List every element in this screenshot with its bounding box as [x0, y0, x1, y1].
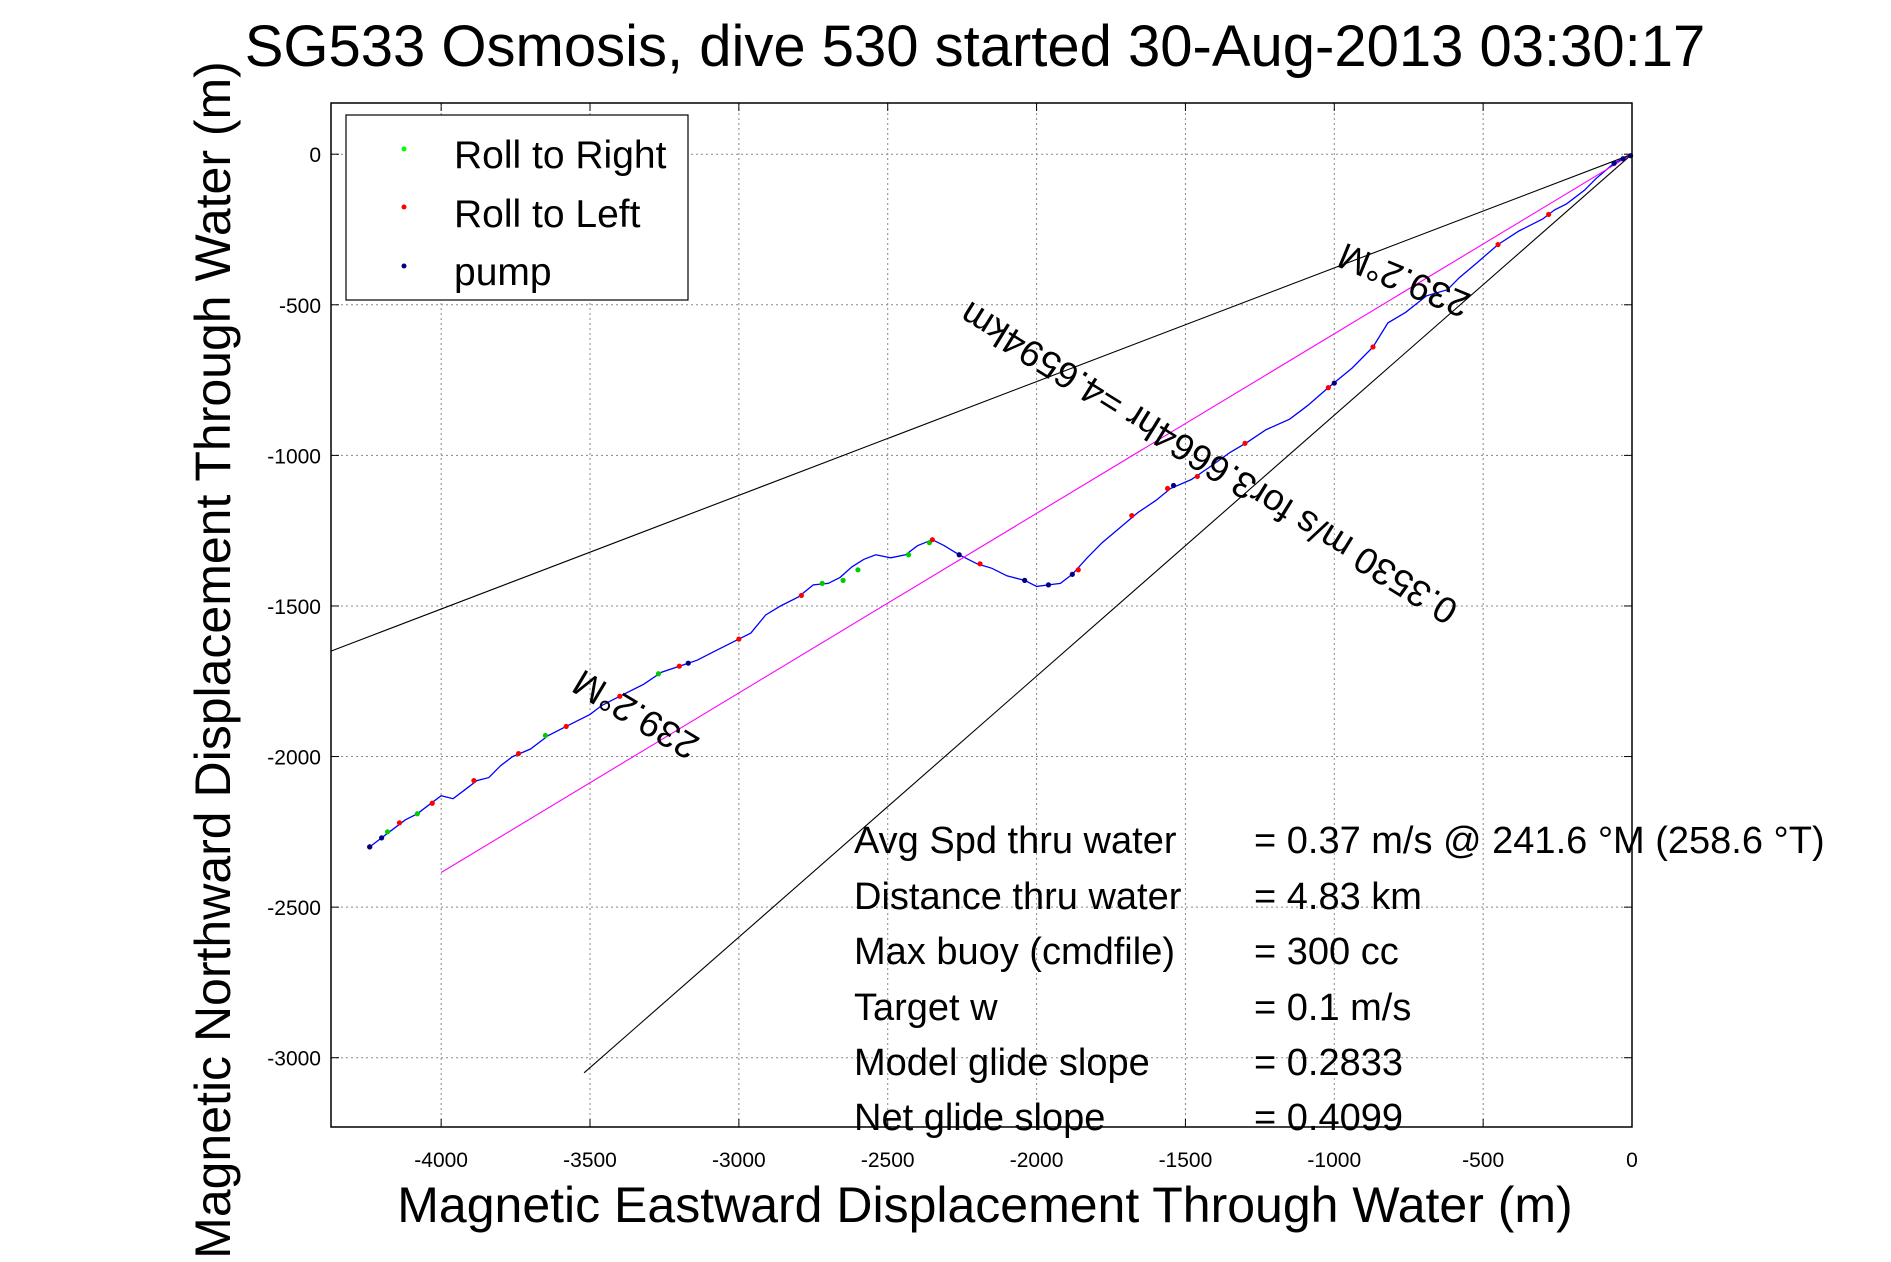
marker-roll-left — [977, 561, 983, 567]
marker-roll-left — [736, 636, 742, 642]
legend-marker-pump — [401, 263, 407, 269]
marker-roll-left — [1546, 211, 1552, 218]
x-tick-label: -1500 — [1159, 1149, 1213, 1172]
plot-frame — [330, 102, 1633, 1128]
series — [330, 153, 1633, 1074]
y-tick-label: -1500 — [267, 596, 321, 619]
series-line-guide-1 — [440, 153, 1633, 873]
marker-pump — [685, 660, 691, 666]
stat-label: Model glide slope — [854, 1042, 1150, 1084]
x-tick-label: -3000 — [712, 1149, 766, 1172]
x-tick-label: -500 — [1462, 1149, 1504, 1172]
marker-roll-right — [905, 552, 912, 558]
marker-pump — [367, 844, 373, 850]
y-tick-label: -3000 — [267, 1048, 321, 1071]
stat-value: = 0.2833 — [1254, 1042, 1403, 1084]
marker-roll-left — [396, 820, 403, 826]
marker-pump — [1331, 380, 1337, 386]
marker-roll-left — [1242, 440, 1248, 446]
stat-label: Net glide slope — [854, 1097, 1105, 1139]
y-tick-label: -2000 — [267, 747, 321, 770]
marker-roll-right — [855, 567, 861, 573]
marker-roll-left — [1129, 513, 1135, 519]
marker-roll-right — [542, 732, 548, 739]
stat-value: = 0.4099 — [1254, 1097, 1403, 1139]
series-line-guide-2 — [330, 153, 1633, 652]
x-tick-label: 0 — [1626, 1149, 1638, 1172]
marker-roll-left — [929, 537, 935, 543]
legend-label-pump: pump — [454, 251, 552, 294]
marker-pump — [1022, 577, 1028, 583]
marker-roll-left — [1164, 485, 1171, 492]
axis-ticks: -4000 -3500 -3000 -2500 -2000 -1500 -1000 -500 0… — [267, 103, 1638, 1172]
y-tick-label: -2500 — [267, 897, 321, 920]
heading-annotation: 0.3530 m/s for3.6664hr =4.6594km — [953, 294, 1465, 633]
x-tick-label: -2500 — [861, 1149, 915, 1172]
heading-annotation: 239.2°M — [1332, 235, 1475, 326]
y-tick-label: 0 — [309, 144, 321, 167]
stat-label: Distance thru water — [854, 876, 1182, 918]
marker-roll-right — [840, 577, 846, 583]
legend-marker-roll-left — [401, 204, 407, 210]
stat-value: = 0.37 m/s @ 241.6 °M (258.6 °T) — [1254, 820, 1825, 862]
heading-annotation: 239.2°M — [566, 662, 706, 768]
x-tick-label: -4000 — [414, 1149, 468, 1172]
legend: Roll to Right Roll to Left pump — [345, 114, 689, 301]
x-tick-label: -2000 — [1010, 1149, 1064, 1172]
marker-pump — [379, 835, 385, 841]
stat-label: Target w — [854, 987, 998, 1029]
marker-roll-left — [429, 800, 435, 806]
x-tick-label: -1000 — [1307, 1149, 1361, 1172]
marker-roll-left — [515, 750, 522, 757]
marker-roll-right — [655, 671, 662, 677]
marker-roll-right — [819, 580, 825, 586]
marker-pump — [956, 552, 962, 558]
y-axis-label: Magnetic Northward Displacement Through … — [185, 61, 241, 1259]
marker-roll-right — [414, 811, 420, 817]
marker-pump — [1620, 156, 1626, 162]
stat-value: = 0.1 m/s — [1254, 987, 1411, 1029]
markers — [367, 153, 1634, 850]
stat-value: = 300 cc — [1254, 931, 1399, 973]
marker-roll-left — [1075, 567, 1081, 573]
series-line-guide-3 — [583, 153, 1633, 1074]
stats-block: Avg Spd thru water = 0.37 m/s @ 241.6 °M… — [854, 820, 1825, 1139]
marker-pump — [1069, 571, 1075, 577]
marker-roll-left — [1370, 344, 1376, 350]
x-axis-label: Magnetic Eastward Displacement Through W… — [397, 1177, 1572, 1233]
marker-roll-left — [1194, 473, 1200, 480]
marker-roll-left — [563, 723, 569, 730]
legend-marker-roll-right — [401, 146, 407, 152]
y-tick-label: -1000 — [267, 445, 321, 468]
annotations: 239.2°M0.3530 m/s for3.6664hr =4.6594km2… — [566, 235, 1476, 768]
marker-roll-left — [676, 663, 682, 669]
series-line-track — [369, 153, 1633, 848]
marker-pump — [1170, 482, 1177, 489]
legend-label-roll-left: Roll to Left — [454, 193, 641, 236]
marker-pump — [1611, 160, 1617, 166]
stat-label: Max buoy (cmdfile) — [854, 931, 1175, 973]
marker-roll-left — [617, 693, 623, 699]
marker-roll-left — [1325, 385, 1331, 391]
chart-title: SG533 Osmosis, dive 530 started 30-Aug-2… — [245, 14, 1706, 79]
marker-roll-left — [1495, 241, 1501, 248]
stat-label: Avg Spd thru water — [854, 820, 1177, 862]
y-tick-label: -500 — [279, 295, 321, 318]
marker-roll-left — [471, 778, 477, 784]
marker-pump — [1045, 582, 1052, 588]
stat-value: = 4.83 km — [1254, 876, 1422, 918]
marker-roll-right — [384, 829, 391, 835]
marker-roll-left — [798, 592, 804, 599]
x-tick-label: -3500 — [563, 1149, 617, 1172]
legend-label-roll-right: Roll to Right — [454, 134, 667, 177]
